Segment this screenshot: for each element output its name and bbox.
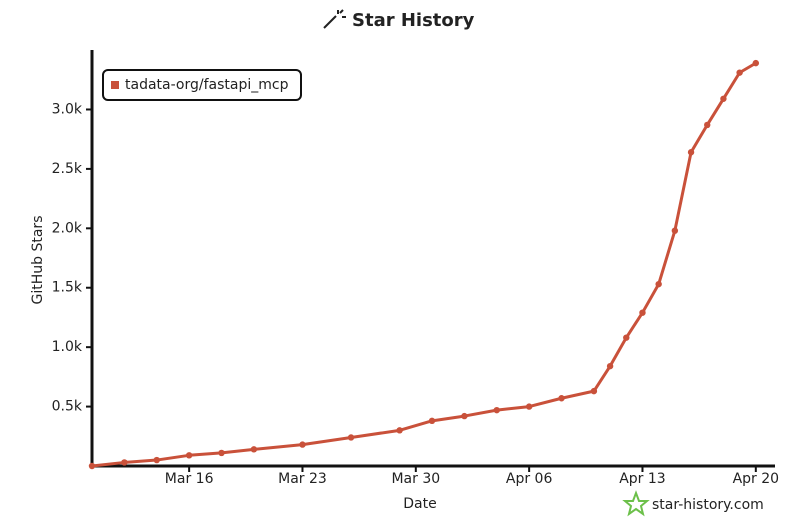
legend: tadata-org/fastapi_mcp (102, 69, 302, 101)
data-point (606, 362, 614, 370)
x-tick-label: Apr 20 (733, 471, 779, 487)
data-point (704, 121, 711, 129)
data-point (153, 456, 160, 464)
data-point (639, 309, 646, 316)
data-point (461, 412, 468, 420)
x-tick-label: Mar 30 (391, 471, 440, 487)
data-point (736, 69, 743, 76)
y-tick-label: 0.5k (52, 399, 83, 415)
data-point (590, 387, 598, 395)
x-tick-label: Mar 16 (165, 471, 214, 487)
legend-box (102, 69, 302, 101)
y-tick-label: 3.0k (52, 101, 83, 117)
y-axis-label: GitHub Stars (30, 216, 46, 305)
chart-title: Star History (352, 10, 475, 31)
watermark-text: star-history.com (652, 497, 764, 513)
data-point (250, 446, 258, 453)
data-point (493, 406, 500, 414)
y-tick-label: 1.5k (52, 280, 83, 296)
y-tick-label: 2.0k (52, 220, 83, 236)
x-tick-label: Apr 06 (506, 471, 553, 487)
watermark: star-history.com (622, 490, 764, 517)
data-point (428, 417, 436, 425)
data-point (671, 227, 679, 234)
legend-swatch (111, 81, 119, 89)
y-tick-label: 1.0k (52, 339, 83, 355)
x-tick-label: Mar 23 (278, 471, 327, 487)
title-icon (323, 9, 346, 29)
data-point (218, 449, 225, 457)
x-tick-label: Apr 13 (619, 471, 665, 487)
x-axis-label: Date (403, 496, 436, 512)
data-point (185, 452, 193, 459)
y-tick-label: 2.5k (52, 161, 83, 177)
data-point (655, 280, 662, 288)
data-point (623, 334, 630, 341)
data-point (525, 403, 533, 410)
data-point (88, 462, 96, 470)
data-point (558, 395, 565, 402)
data-point (752, 59, 760, 67)
data-point (299, 441, 306, 448)
data-point (687, 149, 695, 156)
series-line (91, 61, 757, 468)
legend-label: tadata-org/fastapi_mcp (125, 77, 289, 93)
data-point (396, 427, 403, 434)
data-point (121, 459, 128, 466)
data-point (347, 434, 355, 441)
data-point (720, 95, 727, 102)
